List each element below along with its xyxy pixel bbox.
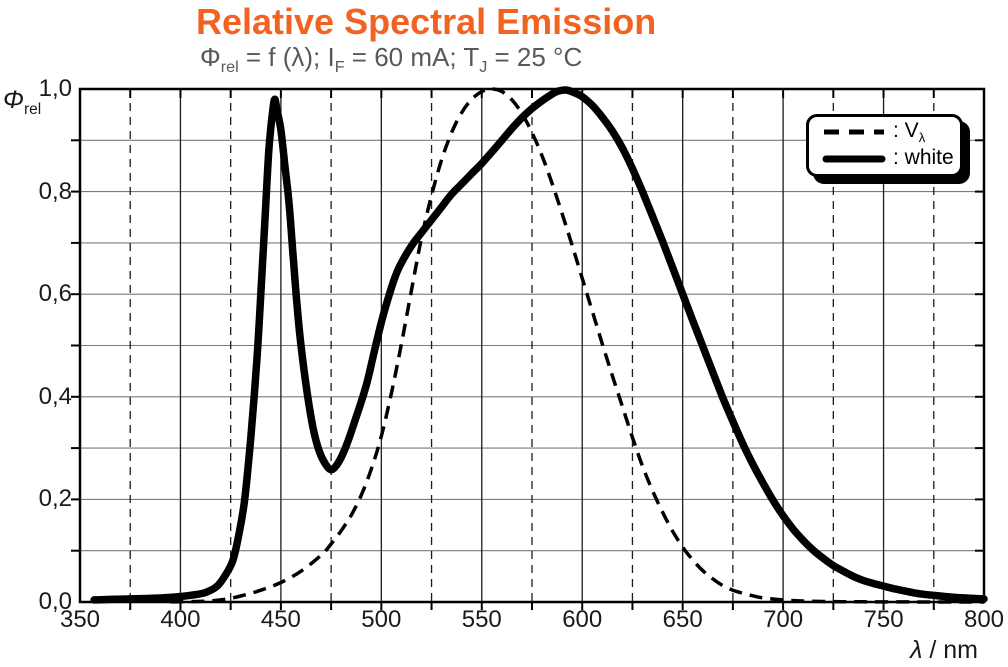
chart-title: Relative Spectral Emission bbox=[196, 1, 657, 42]
y-axis-label: Φrel bbox=[3, 86, 41, 119]
legend-item-v-lambda: : Vλ bbox=[809, 119, 960, 146]
legend: : Vλ : white bbox=[806, 114, 963, 177]
subtitle-seg1: = f (λ); I bbox=[238, 42, 335, 72]
x-axis-label: λ / nm bbox=[910, 636, 978, 665]
x-tick-label: 400 bbox=[160, 606, 201, 633]
x-axis-unit: / nm bbox=[922, 636, 978, 664]
x-tick-label: 450 bbox=[260, 606, 301, 633]
dashed-line-sample bbox=[824, 129, 884, 135]
subtitle-seg2: = 60 mA; T bbox=[344, 42, 480, 72]
x-tick-label: 650 bbox=[662, 606, 703, 633]
y-tick-label: 1,0 bbox=[38, 75, 72, 102]
legend-label-white: : white bbox=[893, 145, 954, 169]
subtitle-phi-sub: rel bbox=[220, 58, 239, 77]
x-tick-label: 600 bbox=[562, 606, 603, 633]
subtitle-seg3: = 25 °C bbox=[487, 42, 583, 72]
chart-subtitle: Φrel = f (λ); IF = 60 mA; TJ = 25 °C bbox=[200, 42, 582, 77]
x-tick-label: 500 bbox=[361, 606, 402, 633]
x-tick-label: 700 bbox=[763, 606, 804, 633]
curve-v bbox=[170, 87, 984, 604]
phi-symbol: Φ bbox=[3, 86, 24, 114]
subtitle-phi: Φ bbox=[200, 42, 221, 72]
x-tick-label: 550 bbox=[461, 606, 502, 633]
y-tick-label: 0,0 bbox=[38, 588, 72, 615]
legend-label-v-lambda: : Vλ bbox=[893, 118, 926, 146]
x-tick-label: 800 bbox=[963, 606, 1005, 633]
phi-symbol-sub: rel bbox=[23, 101, 42, 118]
legend-item-white: : white bbox=[809, 146, 960, 173]
x-tick-label: 350 bbox=[59, 606, 101, 633]
x-tick-label: 750 bbox=[863, 606, 904, 633]
solid-line-sample bbox=[822, 155, 886, 163]
y-tick-label: 0,8 bbox=[38, 177, 72, 205]
y-tick-label: 0,4 bbox=[38, 382, 72, 410]
y-tick-label: 0,2 bbox=[38, 485, 72, 513]
curve-white bbox=[90, 86, 988, 604]
y-tick-label: 0,6 bbox=[38, 280, 72, 308]
subtitle-sub1: F bbox=[334, 58, 345, 77]
subtitle-sub2: J bbox=[479, 58, 488, 77]
lambda-symbol: λ bbox=[910, 636, 923, 664]
